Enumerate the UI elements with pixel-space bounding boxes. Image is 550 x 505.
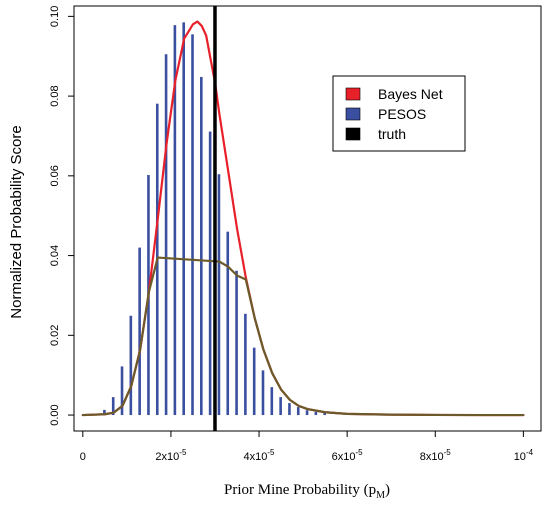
- y-tick-label: 0.02: [49, 325, 61, 346]
- y-tick-label: 0.04: [49, 245, 61, 266]
- x-axis-title-sub: M: [376, 490, 385, 501]
- pesos-bar: [288, 403, 291, 416]
- pesos-bar: [270, 387, 274, 416]
- pesos-bar: [103, 409, 106, 416]
- x-axis: 0 2x10-5 4x10-5 6x10-5 8x10-5 10-4: [80, 431, 534, 463]
- pesos-bar: [314, 411, 318, 416]
- pesos-bar: [138, 247, 141, 416]
- legend-label-pesos: PESOS: [378, 106, 426, 122]
- pesos-bar: [296, 407, 300, 416]
- pesos-bar: [173, 25, 177, 416]
- legend-label-bayes-net: Bayes Net: [378, 86, 443, 102]
- pesos-bar: [208, 131, 212, 416]
- pesos-bar: [200, 76, 203, 416]
- y-tick-label: 0.10: [49, 6, 61, 27]
- x-tick-label: 10-4: [514, 448, 534, 463]
- x-axis-title: Prior Mine Probability (pM): [224, 482, 390, 501]
- pesos-bar: [226, 231, 230, 416]
- legend-label-truth: truth: [378, 126, 406, 142]
- series-lines: [81, 20, 525, 417]
- pesos-bar: [164, 54, 168, 416]
- pesos-bar: [191, 34, 194, 416]
- y-tick-label: 0.08: [49, 85, 61, 106]
- y-tick-label: 0.06: [49, 165, 61, 186]
- pesos-bar: [111, 397, 115, 416]
- pesos-bar: [235, 270, 238, 416]
- pesos-bar: [120, 366, 124, 416]
- x-tick-label: 2x10-5: [155, 448, 187, 463]
- legend-swatch-bayes-net: [345, 87, 361, 101]
- overlap-line: [81, 256, 525, 417]
- pesos-bar: [217, 174, 221, 416]
- x-axis-title-close: ): [385, 482, 390, 498]
- x-tick-label: 6x10-5: [332, 448, 364, 463]
- pesos-bar: [279, 397, 282, 416]
- pesos-bar: [323, 413, 326, 416]
- pesos-bar: [305, 410, 309, 416]
- x-tick-label: 4x10-5: [244, 448, 276, 463]
- plot-frame: [73, 5, 542, 432]
- x-tick-label: 8x10-5: [420, 448, 452, 463]
- pesos-bar: [261, 370, 265, 416]
- pesos-bar: [252, 347, 256, 416]
- legend: Bayes Net PESOS truth: [332, 75, 466, 152]
- legend-swatch-truth: [345, 127, 361, 141]
- x-tick-label: 0: [80, 451, 86, 463]
- pesos-bar: [244, 313, 247, 416]
- legend-swatch-pesos: [345, 107, 361, 121]
- y-axis: 0.00 0.02 0.04 0.06 0.08 0.10: [49, 6, 74, 426]
- y-axis-title: Normalized Probability Score: [8, 125, 25, 318]
- x-axis-title-main: Prior Mine Probability (p: [224, 482, 376, 498]
- y-tick-label: 0.00: [49, 404, 61, 425]
- pesos-bar: [129, 315, 133, 416]
- pesos-bar: [182, 22, 185, 416]
